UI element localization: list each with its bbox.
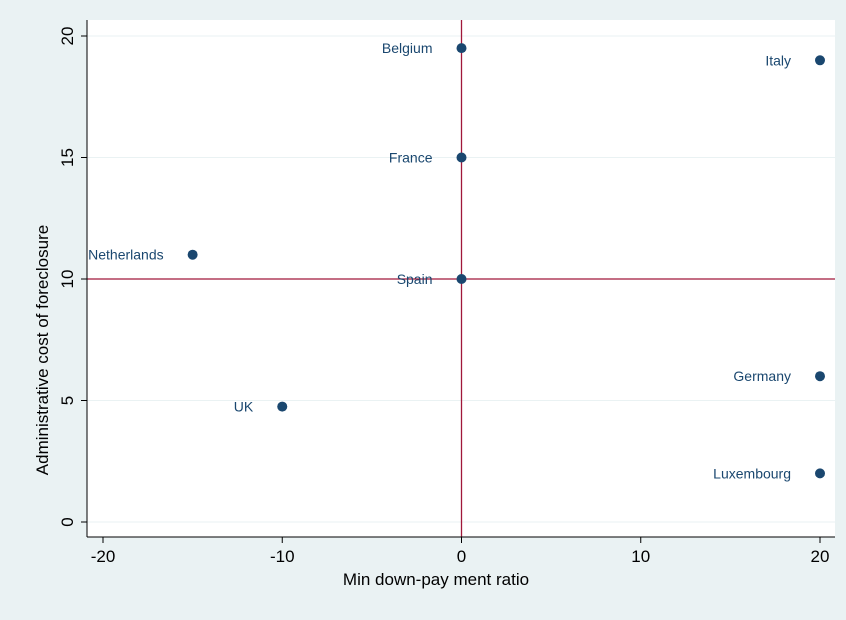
y-tick-label: 10 <box>58 270 77 289</box>
data-point <box>815 371 825 382</box>
data-point <box>815 55 825 66</box>
x-axis-label: Min down-pay ment ratio <box>343 570 529 589</box>
data-point <box>187 249 198 260</box>
point-label: Germany <box>733 368 791 384</box>
data-point <box>456 152 467 163</box>
point-label: Italy <box>765 52 791 68</box>
y-tick-label: 5 <box>58 396 77 405</box>
point-label: UK <box>234 399 254 415</box>
x-tick-label: 0 <box>457 547 466 566</box>
x-ticks: -20 -10 0 10 20 <box>91 537 830 566</box>
data-point <box>456 43 467 54</box>
data-points: Belgium Italy France Netherlands Spain German… <box>88 40 825 481</box>
point-label: Luxembourg <box>713 465 791 481</box>
point-label: Belgium <box>382 40 433 56</box>
y-tick-label: 20 <box>58 27 77 46</box>
point-label: Netherlands <box>88 247 164 263</box>
point-label: Spain <box>397 271 433 287</box>
x-tick-label: -20 <box>91 547 116 566</box>
y-tick-label: 0 <box>58 517 77 526</box>
y-ticks: 0 5 10 15 20 <box>58 27 87 527</box>
data-point <box>815 468 825 479</box>
x-tick-label: 10 <box>631 547 650 566</box>
point-label: France <box>389 150 433 166</box>
y-tick-label: 15 <box>58 148 77 167</box>
x-tick-label: -10 <box>270 547 295 566</box>
data-point <box>456 274 467 284</box>
x-tick-label: 20 <box>811 547 830 566</box>
y-axis-label: Administrative cost of foreclosure <box>33 225 52 475</box>
data-point <box>277 401 288 412</box>
